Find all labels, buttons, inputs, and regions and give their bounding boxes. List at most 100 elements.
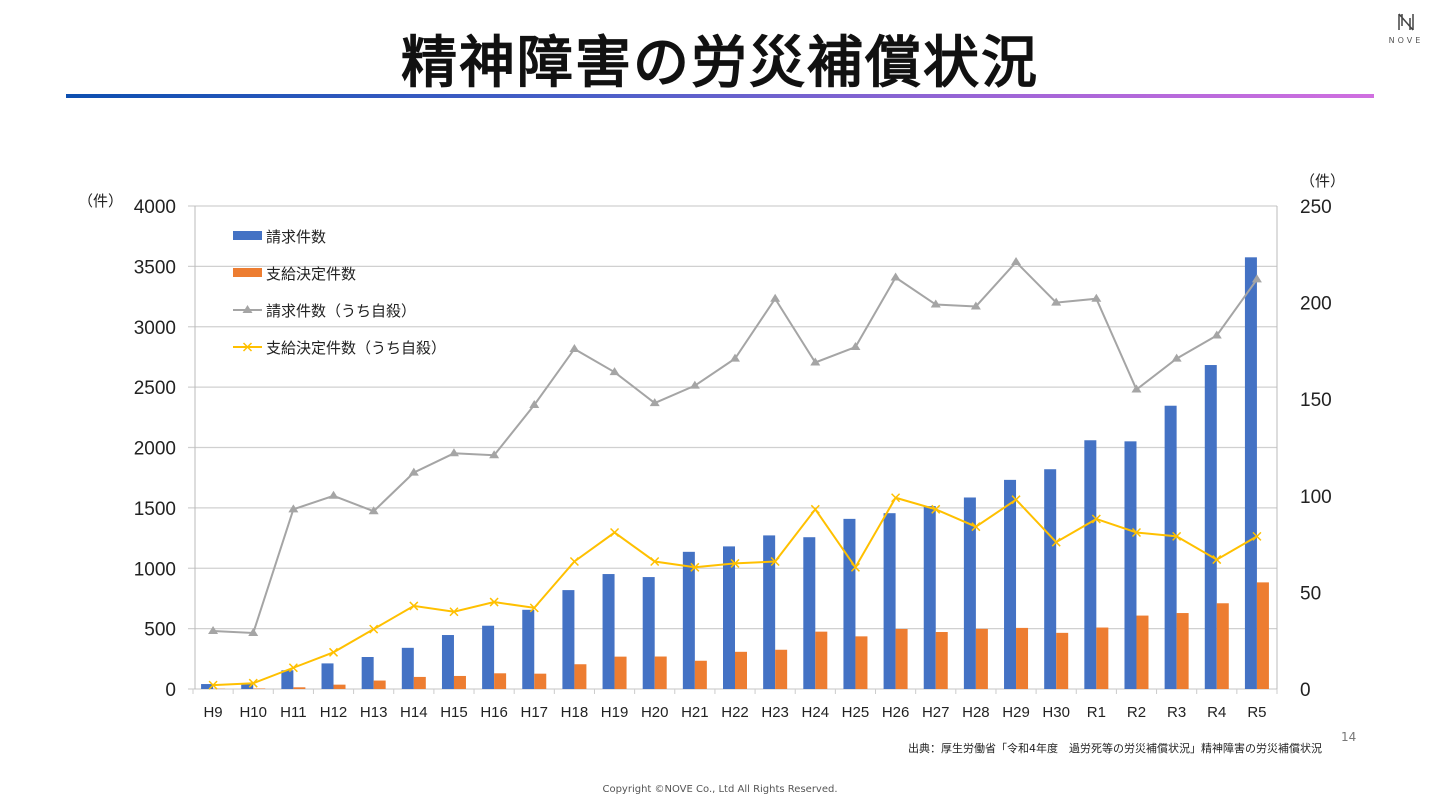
x-tick-label: H30 (1042, 704, 1070, 721)
x-tick-label: H16 (480, 704, 508, 721)
bar-approved (614, 656, 627, 689)
bar-claims (1164, 405, 1177, 689)
legend-marker (242, 305, 253, 313)
x-tick-label: R1 (1087, 704, 1106, 721)
logo-mark-icon (1398, 13, 1414, 31)
point-triangle (288, 504, 299, 513)
bar-approved (1136, 615, 1149, 689)
point-x (770, 556, 780, 567)
bar-claims (562, 590, 575, 689)
point-x (288, 663, 298, 673)
bar-approved (654, 656, 667, 689)
point-triangle (730, 353, 740, 362)
bar-claims (482, 625, 495, 689)
bar-claims (1244, 257, 1257, 689)
bar-claims (1004, 479, 1017, 689)
bar-approved (855, 636, 868, 689)
point-x (208, 680, 218, 690)
point-triangle (930, 299, 941, 308)
legend-label: 支給決定件数 (266, 266, 356, 283)
bar-claims (723, 546, 735, 689)
bar-claims (923, 506, 936, 689)
point-triangle (890, 272, 901, 281)
legend-label: 請求件数（うち自殺） (266, 303, 416, 320)
bar-claims (441, 635, 454, 689)
bar-approved (293, 687, 306, 689)
bar-approved (694, 660, 707, 689)
bar-approved (935, 632, 948, 689)
x-tick-label: R4 (1207, 704, 1226, 721)
point-triangle (850, 342, 861, 351)
point-triangle (328, 490, 339, 499)
bar-claims (883, 513, 896, 689)
y-right-tick-label: 0 (1300, 680, 1311, 701)
y-right-unit: （件） (1300, 173, 1345, 190)
point-triangle (529, 399, 540, 408)
point-x (328, 647, 339, 657)
x-tick-label: H21 (681, 704, 709, 721)
bar-approved (1056, 632, 1069, 689)
legend-marker (242, 342, 253, 352)
point-triangle (569, 343, 580, 352)
bar-claims (1044, 469, 1057, 689)
y-left-tick-label: 2000 (134, 439, 176, 460)
point-triangle (649, 398, 660, 407)
point-triangle (1011, 257, 1022, 266)
point-x (931, 504, 941, 514)
point-triangle (1171, 353, 1182, 362)
bar-claims (361, 657, 374, 689)
bar-approved (1256, 582, 1269, 689)
bar-claims (1124, 441, 1137, 689)
x-tick-label: H12 (320, 704, 348, 721)
x-tick-label: R3 (1167, 704, 1186, 721)
point-triangle (408, 467, 419, 476)
x-tick-label: H11 (280, 704, 306, 721)
bar-approved (775, 649, 788, 689)
bar-claims (843, 518, 856, 689)
point-x (449, 607, 459, 617)
point-x (1212, 555, 1222, 565)
point-x (1051, 537, 1061, 547)
y-right-tick-label: 150 (1300, 390, 1332, 411)
point-triangle (1251, 274, 1262, 283)
page-title: 精神障害の労災補償状況 (401, 31, 1039, 96)
page-number: 14 (1341, 730, 1357, 744)
point-x (690, 562, 700, 572)
bar-approved (453, 675, 466, 689)
bar-claims (281, 670, 294, 689)
point-triangle (1131, 384, 1142, 393)
point-x (369, 624, 379, 634)
point-x (730, 558, 740, 568)
point-triangle (1091, 293, 1102, 302)
bar-approved (815, 631, 828, 689)
bar-approved (975, 628, 988, 689)
x-tick-label: H13 (360, 704, 388, 721)
bar-claims (682, 551, 695, 689)
x-tick-label: H19 (601, 704, 629, 721)
legend-swatch (233, 231, 262, 240)
bar-claims (401, 647, 414, 689)
y-left-tick-label: 500 (144, 620, 176, 641)
x-tick-label: H18 (561, 704, 589, 721)
bar-claims (1084, 440, 1097, 689)
bar-claims (963, 497, 976, 689)
bar-approved (574, 664, 587, 689)
x-tick-label: H20 (641, 704, 669, 721)
point-triangle (208, 626, 219, 635)
y-left-tick-label: 0 (165, 680, 176, 701)
bar-claims (321, 663, 334, 689)
point-x (1011, 495, 1021, 505)
bar-claims (241, 683, 254, 689)
legend-label: 支給決定件数（うち自殺） (266, 340, 446, 357)
point-x (1091, 514, 1101, 524)
bar-approved (494, 673, 507, 689)
x-tick-label: H25 (842, 704, 870, 721)
x-tick-label: H29 (1002, 704, 1030, 721)
bar-approved (1096, 627, 1109, 689)
title-divider (66, 94, 1374, 98)
y-left-tick-label: 3500 (134, 257, 176, 278)
bar-approved (333, 684, 346, 689)
bar-approved (1016, 627, 1029, 689)
x-tick-label: H28 (962, 704, 990, 721)
